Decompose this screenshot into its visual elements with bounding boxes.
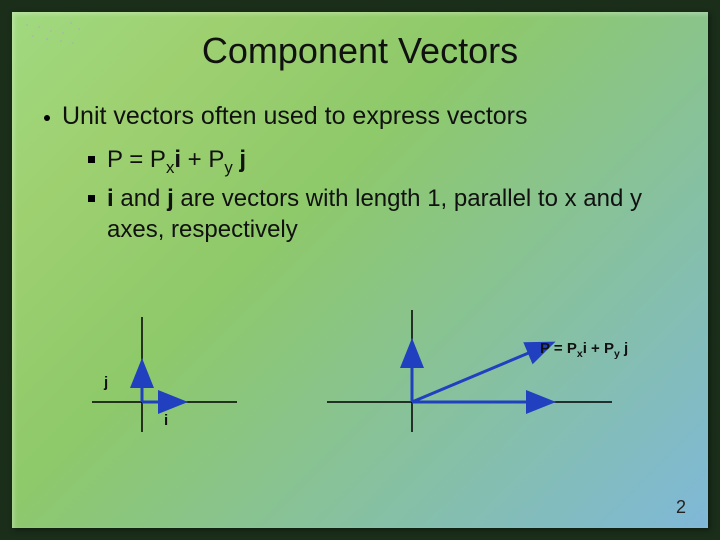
bullet-square-icon bbox=[88, 195, 95, 202]
eqr-pre: P = P bbox=[540, 340, 577, 357]
page-title: Component Vectors bbox=[12, 12, 708, 72]
label-j: j bbox=[104, 374, 108, 391]
page-number: 2 bbox=[676, 497, 686, 518]
bullet-level2-1: P = Pxi + Py j bbox=[88, 145, 680, 178]
desc-and: and bbox=[114, 185, 167, 212]
vector-diagrams-svg bbox=[12, 302, 708, 472]
bullet-level2-2: i and j are vectors with length 1, paral… bbox=[88, 184, 680, 245]
eq-part2: + P bbox=[181, 146, 224, 173]
eqr-j: j bbox=[620, 340, 628, 357]
label-i: i bbox=[164, 412, 168, 429]
desc-j: j bbox=[167, 185, 174, 212]
bullet-dot-icon bbox=[44, 115, 50, 121]
eq-part: P = P bbox=[107, 146, 166, 173]
desc-i: i bbox=[107, 185, 114, 212]
desc-rest: are vectors with length 1, parallel to x… bbox=[107, 185, 642, 243]
diagrams-area: j i P = Pxi + Py j bbox=[12, 302, 708, 472]
label-equation: P = Pxi + Py j bbox=[540, 340, 628, 360]
eq-j: j bbox=[233, 146, 246, 173]
eq-i: i bbox=[174, 146, 181, 173]
eqr-plus: + P bbox=[587, 340, 614, 357]
desc-text: i and j are vectors with length 1, paral… bbox=[107, 184, 680, 245]
bullet-level1: Unit vectors often used to express vecto… bbox=[40, 102, 680, 131]
bullet1-text: Unit vectors often used to express vecto… bbox=[62, 102, 528, 131]
slide: Component Vectors Unit vectors often use… bbox=[12, 12, 708, 528]
equation-text: P = Pxi + Py j bbox=[107, 145, 680, 178]
bullet-square-icon bbox=[88, 156, 95, 163]
content-area: Unit vectors often used to express vecto… bbox=[12, 72, 708, 246]
eq-sub-y: y bbox=[224, 158, 232, 177]
